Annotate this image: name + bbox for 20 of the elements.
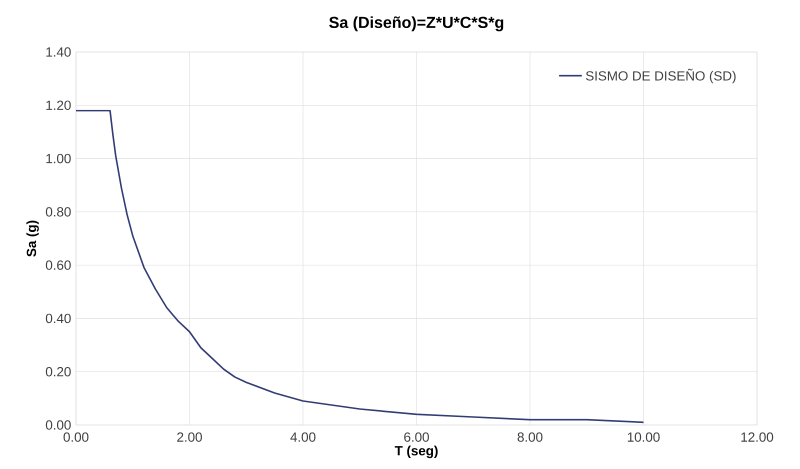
y-tick-label: 1.20: [46, 100, 71, 110]
x-tick-label: 6.00: [404, 432, 429, 442]
line-series: [76, 110, 644, 424]
y-axis-title: Sa (g): [26, 220, 39, 257]
x-tick-label: 10.00: [628, 432, 660, 442]
y-tick-label: 0.40: [46, 314, 71, 324]
x-tick-label: 12.00: [741, 432, 774, 442]
chart-title: Sa (Diseño)=Z*U*C*S*g: [329, 16, 504, 32]
x-axis-title: T (seg): [394, 446, 438, 458]
y-tick-label: 1.40: [46, 47, 71, 57]
y-tick-label: 1.00: [46, 154, 71, 164]
legend-label: SISMO DE DISEÑO (SD): [586, 68, 736, 84]
y-tick-label: 0.20: [46, 367, 71, 376]
y-tick-label: 0.60: [46, 260, 71, 270]
y-tick-label: 0.80: [46, 207, 71, 217]
x-tick-label: 2.00: [177, 432, 202, 442]
y-tick-label: 0.00: [46, 420, 71, 430]
x-tick-label: 0.00: [64, 432, 88, 442]
x-tick-label: 4.00: [290, 432, 316, 442]
x-tick-label: 8.00: [518, 432, 542, 442]
